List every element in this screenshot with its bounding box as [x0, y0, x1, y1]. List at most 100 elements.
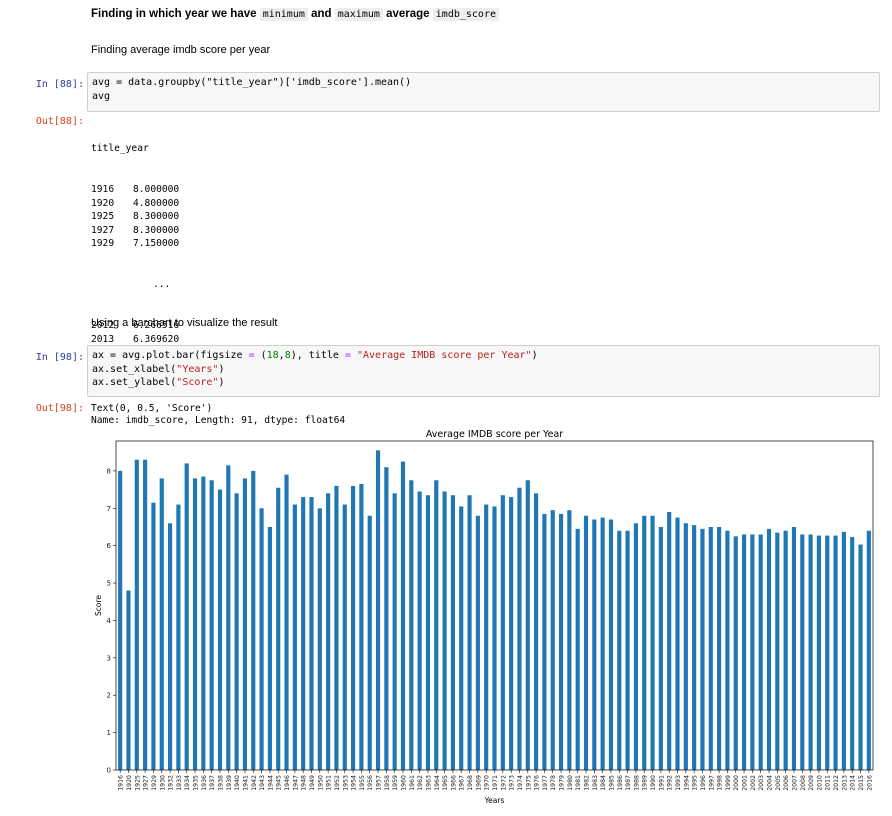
chart-title: Average IMDB score per Year [426, 429, 563, 440]
chart-bar [692, 525, 697, 770]
x-tick-label: 1945 [276, 775, 283, 791]
code-token: "Score" [176, 377, 219, 388]
chart-bar [550, 510, 555, 770]
chart-bar [633, 523, 638, 770]
chart-bar [276, 487, 281, 770]
heading-text: and [311, 8, 332, 20]
chart-bar [642, 515, 647, 770]
chart-bar [583, 515, 589, 770]
chart-bar [617, 530, 622, 770]
chart-bar [201, 476, 206, 770]
chart-bar [459, 506, 464, 770]
chart-bar [775, 532, 780, 770]
code-cell-input[interactable]: ax = avg.plot.bar(figsize = (18,8), titl… [87, 345, 880, 397]
x-tick-label: 2016 [866, 775, 873, 791]
chart-bar [492, 506, 497, 770]
code-token: , [278, 350, 285, 361]
x-tick-label: 1935 [193, 775, 200, 791]
x-tick-label: 1994 [683, 775, 690, 791]
x-tick-label: 1937 [209, 775, 216, 791]
chart-bar [217, 489, 223, 770]
series-value: 6.369620 [133, 333, 180, 345]
x-tick-label: 1982 [584, 775, 591, 791]
x-tick-label: 2010 [816, 775, 823, 791]
y-axis-label: Score [94, 595, 103, 616]
chart-bar [783, 530, 788, 770]
markdown-paragraph: Using a barchart to visualize the result [91, 317, 278, 329]
chart-bar [708, 526, 713, 770]
x-tick-label: 1957 [376, 775, 383, 791]
markdown-heading: Finding in which year we have minimum an… [91, 8, 499, 21]
y-tick-label: 5 [107, 580, 111, 588]
series-row: 1929 7.150000 [91, 237, 345, 251]
x-tick-label: 2003 [758, 775, 765, 791]
code-maximum: maximum [334, 8, 383, 21]
code-minimum: minimum [259, 8, 308, 21]
code-token: ax.set_ylabel( [92, 377, 177, 388]
markdown-paragraph: Finding average imdb score per year [91, 44, 271, 56]
series-value: 8.300000 [133, 211, 180, 223]
chart-bar [700, 528, 705, 770]
chart-bar [517, 487, 522, 770]
x-tick-label: 1946 [284, 775, 291, 791]
x-tick-label: 1999 [725, 775, 732, 791]
x-tick-label: 1939 [226, 775, 233, 791]
code-token: ) [218, 377, 225, 388]
x-tick-label: 1965 [442, 775, 449, 791]
x-tick-label: 2004 [767, 775, 774, 791]
x-tick-label: 1978 [550, 775, 557, 791]
y-tick-label: 0 [107, 767, 111, 775]
chart-bar [209, 480, 214, 770]
chart-bar [758, 534, 763, 770]
chart-bar [326, 493, 331, 770]
chart-bar [292, 504, 297, 770]
chart-bar [151, 502, 156, 770]
chart-bar [442, 491, 447, 770]
y-tick-label: 8 [107, 467, 111, 475]
chart-bar [675, 517, 680, 770]
code-token: = [248, 350, 255, 361]
x-tick-label: 1973 [509, 775, 516, 791]
plot-frame [115, 440, 874, 771]
x-tick-label: 1963 [425, 775, 432, 791]
x-tick-label: 2002 [750, 775, 757, 791]
x-tick-label: 1983 [592, 775, 599, 791]
x-tick-label: 1933 [176, 775, 183, 791]
x-tick-label: 1920 [126, 775, 133, 791]
series-value: 7.150000 [133, 238, 180, 250]
x-tick-label: 1938 [217, 775, 224, 791]
x-tick-label: 1952 [334, 775, 341, 791]
x-tick-label: 1977 [542, 775, 549, 791]
chart-bar [392, 493, 397, 770]
chart-bar [176, 504, 181, 770]
x-tick-label: 1993 [675, 775, 682, 791]
series-rows-head: 1916 8.000000 1920 4.800000 1925 8.300000 1927… [91, 183, 345, 251]
output-prompt: Out[88]: [35, 116, 84, 127]
x-tick-label: 1942 [251, 775, 258, 791]
x-tick-label: 1968 [467, 775, 474, 791]
chart-bar [608, 519, 614, 770]
chart-bar [434, 480, 439, 770]
x-tick-label: 2015 [858, 775, 865, 791]
chart-bar [766, 528, 772, 770]
code-token: 18 [266, 350, 279, 361]
series-row: 1920 4.800000 [91, 197, 345, 211]
chart-bar [267, 526, 272, 770]
series-row: 1916 8.000000 [91, 183, 345, 197]
x-tick-label: 1941 [242, 775, 249, 791]
output-prompt: Out[98]: [35, 403, 84, 414]
chart-bar [359, 483, 364, 770]
input-prompt: In [88]: [35, 79, 84, 90]
x-tick-label: 1927 [143, 775, 150, 791]
x-tick-label: 1948 [301, 775, 308, 791]
x-tick-label: 1916 [118, 775, 125, 791]
x-tick-label: 1929 [151, 775, 158, 791]
x-tick-label: 1997 [708, 775, 715, 791]
code-cell-input[interactable]: avg = data.groupby("title_year")['imdb_s… [87, 72, 880, 112]
chart-bar [342, 504, 347, 770]
code-token: 8 [284, 350, 291, 361]
x-tick-label: 1972 [500, 775, 507, 791]
chart-bar [334, 485, 339, 770]
x-tick-label: 1970 [484, 775, 491, 791]
x-tick-label: 2008 [800, 775, 807, 791]
